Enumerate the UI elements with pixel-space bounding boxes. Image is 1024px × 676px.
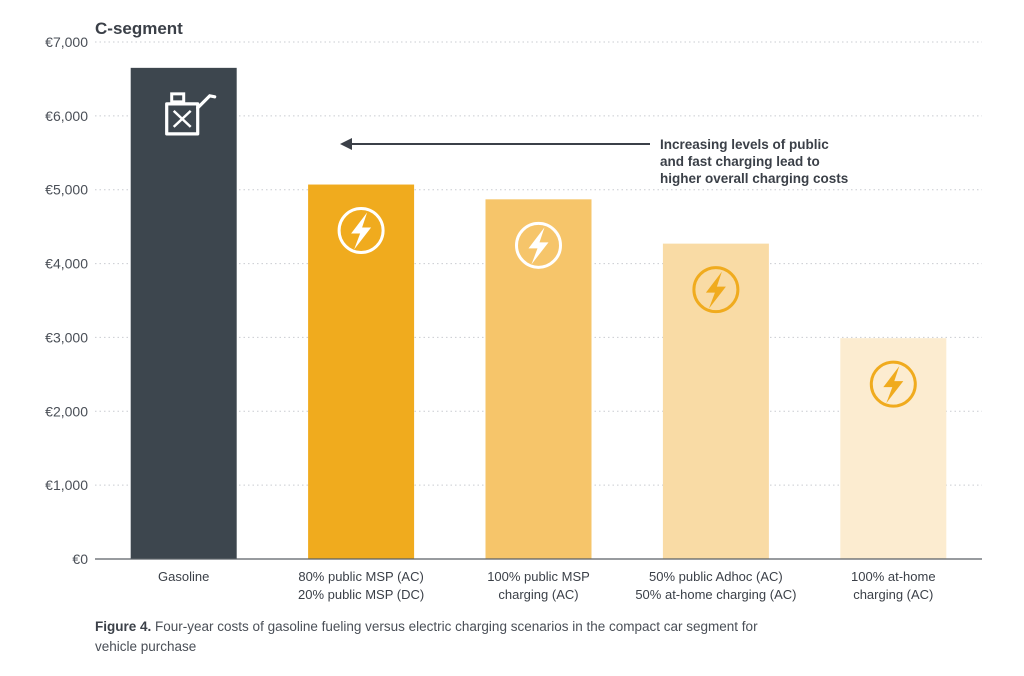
annotation-text: Increasing levels of public and fast char… [660, 137, 848, 186]
chart-title: C-segment [95, 19, 183, 38]
y-tick-label: €4,000 [45, 256, 88, 272]
x-tick-label: 80% public MSP (AC) 20% public MSP (DC) [298, 569, 424, 602]
bar-icons [165, 92, 917, 408]
y-tick-label: €2,000 [45, 403, 88, 419]
lightning-bolt-icon [692, 266, 740, 314]
bar [130, 67, 237, 559]
y-tick-label: €1,000 [45, 477, 88, 493]
annotation: Increasing levels of public and fast char… [340, 137, 848, 186]
y-tick-label: €3,000 [45, 329, 88, 345]
fuel-can-icon [165, 92, 217, 136]
annotation-arrowhead [340, 138, 352, 150]
y-tick-label: €7,000 [45, 34, 88, 50]
bar [840, 338, 947, 559]
lightning-bolt-icon [515, 221, 562, 269]
lightning-bolt-icon [869, 360, 917, 408]
y-tick-label: €5,000 [45, 182, 88, 198]
x-tick-label: 100% at-home charging (AC) [851, 569, 936, 602]
caption-text: Four-year costs of gasoline fueling vers… [95, 619, 758, 654]
y-tick-label: €0 [72, 551, 88, 567]
bar-chart: C-segment €0 €1,000 €2,000 €3,000 €4,000 €5,0… [45, 19, 982, 602]
y-axis-ticks: €0 €1,000 €2,000 €3,000 €4,000 €5,000 €6,000 €7… [45, 34, 88, 567]
x-axis-ticks: Gasoline 80% public MSP (AC) 20% public MS… [158, 569, 936, 602]
x-tick-label: Gasoline [158, 569, 209, 584]
lightning-bolt-icon [337, 207, 385, 255]
x-tick-label: 100% public MSP charging (AC) [487, 569, 590, 602]
bar [485, 199, 592, 559]
gridlines [95, 41, 982, 486]
bar [308, 184, 415, 559]
x-tick-label: 50% public Adhoc (AC) 50% at-home chargin… [635, 569, 796, 602]
y-tick-label: €6,000 [45, 108, 88, 124]
caption-label: Figure 4. [95, 619, 152, 634]
figure-caption: Figure 4. Four-year costs of gasoline fu… [95, 617, 775, 657]
